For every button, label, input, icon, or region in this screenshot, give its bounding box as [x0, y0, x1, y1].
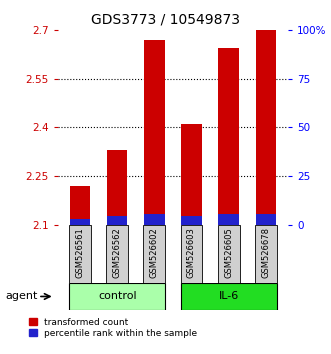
Bar [70, 219, 90, 225]
Bar [256, 214, 276, 225]
Bar [106, 225, 128, 283]
Text: GSM526605: GSM526605 [224, 228, 233, 278]
Bar [256, 30, 276, 225]
Text: GSM526602: GSM526602 [150, 228, 159, 278]
Bar [218, 225, 240, 283]
Text: agent: agent [5, 291, 37, 302]
Bar [255, 225, 277, 283]
Bar [181, 124, 202, 225]
Bar [180, 283, 277, 310]
Text: GSM526603: GSM526603 [187, 227, 196, 278]
Text: control: control [98, 291, 137, 302]
Bar [107, 216, 127, 225]
Legend: transformed count, percentile rank within the sample: transformed count, percentile rank withi… [29, 318, 197, 338]
Text: GSM526561: GSM526561 [76, 228, 85, 278]
Bar [181, 216, 202, 225]
Bar [180, 225, 203, 283]
Bar [70, 186, 90, 225]
Bar [218, 48, 239, 225]
Text: GSM526562: GSM526562 [113, 228, 122, 278]
Bar [107, 150, 127, 225]
Bar [144, 214, 165, 225]
Bar [218, 214, 239, 225]
Bar [143, 225, 166, 283]
Text: IL-6: IL-6 [218, 291, 239, 302]
Text: GSM526678: GSM526678 [261, 227, 270, 278]
Bar [69, 225, 91, 283]
Bar [69, 283, 166, 310]
Bar [144, 40, 165, 225]
Text: GDS3773 / 10549873: GDS3773 / 10549873 [91, 12, 240, 27]
